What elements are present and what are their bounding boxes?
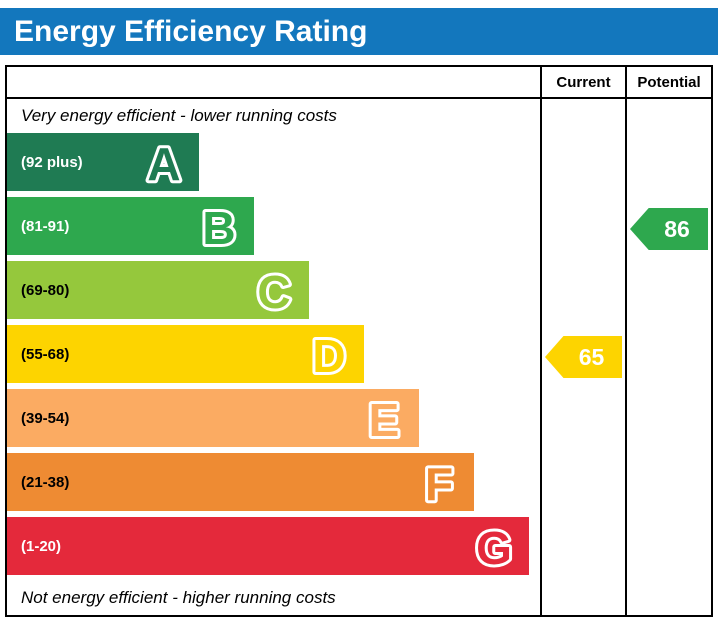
band-range-label: (81-91) bbox=[21, 217, 70, 235]
potential-rating-arrow: 86 bbox=[630, 208, 708, 250]
band-letter-badge: G bbox=[473, 520, 515, 572]
energy-efficiency-chart: Current Potential Very energy efficient … bbox=[5, 65, 713, 617]
band-letter: C bbox=[257, 266, 290, 316]
band-letter-badge: A bbox=[144, 136, 183, 188]
title-bar: Energy Efficiency Rating bbox=[0, 8, 718, 55]
band-letter: G bbox=[476, 522, 512, 572]
top-note: Very energy efficient - lower running co… bbox=[21, 106, 337, 125]
band-letter: D bbox=[312, 330, 345, 380]
current-column: 65 bbox=[540, 99, 625, 615]
bottom-note: Not energy efficient - higher running co… bbox=[21, 588, 336, 607]
band-row: (21-38) F bbox=[7, 453, 475, 511]
band-letter: A bbox=[147, 138, 180, 188]
rating-bands-panel: Very energy efficient - lower running co… bbox=[7, 99, 540, 615]
band-range-label: (92 plus) bbox=[21, 153, 83, 171]
band-letter: B bbox=[202, 202, 235, 252]
band-letter: E bbox=[369, 394, 400, 444]
band-row: (39-54) E bbox=[7, 389, 420, 447]
band-letter-badge: F bbox=[422, 456, 456, 508]
band-range-label: (69-80) bbox=[21, 281, 70, 299]
band-letter-badge: C bbox=[254, 264, 293, 316]
band-letter-badge: D bbox=[309, 328, 348, 380]
band-letter-badge: B bbox=[199, 200, 238, 252]
main-header-spacer bbox=[7, 67, 540, 99]
band-range-label: (21-38) bbox=[21, 473, 70, 491]
band-row: (81-91) B bbox=[7, 197, 254, 255]
band-row: (69-80) C bbox=[7, 261, 310, 319]
band-row: (92 plus) A bbox=[7, 133, 199, 191]
band-range-label: (1-20) bbox=[21, 537, 62, 555]
current-column-header: Current bbox=[540, 67, 625, 99]
current-rating-arrow: 65 bbox=[545, 336, 622, 378]
page-title: Energy Efficiency Rating bbox=[14, 14, 368, 48]
bands: (92 plus) A (81-91) B (69-80) C (55-68) … bbox=[7, 133, 540, 581]
band-letter: F bbox=[425, 458, 453, 508]
band-row: (55-68) D bbox=[7, 325, 365, 383]
band-row: (1-20) G bbox=[7, 517, 530, 575]
potential-column: 86 bbox=[625, 99, 711, 615]
band-range-label: (39-54) bbox=[21, 409, 70, 427]
band-range-label: (55-68) bbox=[21, 345, 70, 363]
potential-column-header: Potential bbox=[625, 67, 711, 99]
band-letter-badge: E bbox=[366, 392, 403, 444]
